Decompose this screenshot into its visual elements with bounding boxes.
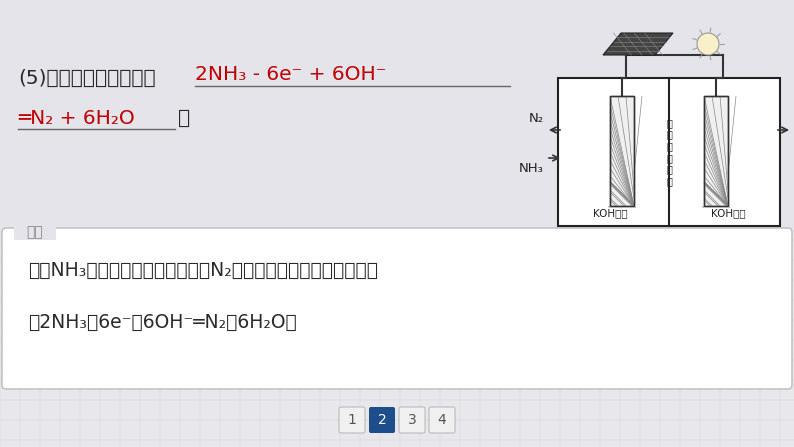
FancyBboxPatch shape [429,407,455,433]
Text: (5)阳极的电极反应式为: (5)阳极的电极反应式为 [18,68,156,88]
Text: 2: 2 [378,413,387,427]
FancyBboxPatch shape [2,228,792,389]
Text: NH₃: NH₃ [519,163,544,176]
Text: 阳极NH₃失电子发生氧化反应生成N₂，结合碱性条件，电极反应式: 阳极NH₃失电子发生氧化反应生成N₂，结合碱性条件，电极反应式 [28,261,378,279]
Bar [610,96,634,206]
Bar [704,96,728,206]
Circle shape [697,33,719,55]
Text: N₂: N₂ [529,113,544,126]
Bar [610,96,634,206]
Text: ═N₂ + 6H₂O: ═N₂ + 6H₂O [18,109,135,127]
Text: KOH溶液: KOH溶液 [711,208,746,218]
FancyBboxPatch shape [399,407,425,433]
Text: KOH溶液: KOH溶液 [592,208,627,218]
FancyBboxPatch shape [339,407,365,433]
Text: 为2NH₃－6e⁻＋6OH⁻═N₂＋6H₂O。: 为2NH₃－6e⁻＋6OH⁻═N₂＋6H₂O。 [28,312,297,332]
Bar [0,0,794,228]
FancyBboxPatch shape [369,407,395,433]
Text: 2NH₃ - 6e⁻ + 6OH⁻: 2NH₃ - 6e⁻ + 6OH⁻ [195,64,387,84]
Text: 4: 4 [437,413,446,427]
Text: 3: 3 [407,413,416,427]
Text: 解析: 解析 [27,225,44,239]
Text: 。: 。 [178,109,190,127]
Bar [14,224,56,240]
Text: 阴
离
子
交
换
膜: 阴 离 子 交 换 膜 [666,118,672,186]
Text: 1: 1 [348,413,357,427]
Bar [558,78,780,226]
Bar [704,96,728,206]
Polygon shape [603,33,673,55]
